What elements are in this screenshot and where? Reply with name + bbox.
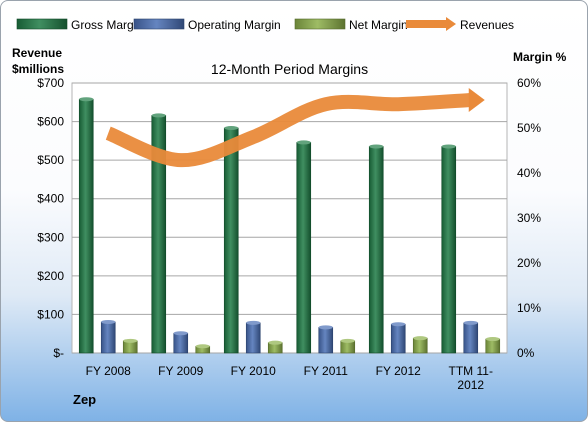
y-left-tick-label: $400 <box>37 192 64 206</box>
chart-title: 12-Month Period Margins <box>211 61 368 77</box>
legend-swatch-net-margin <box>294 18 346 30</box>
bar-top <box>391 322 406 327</box>
bar-top <box>224 126 239 130</box>
bar-top <box>296 140 311 145</box>
y-right-tick-label: 30% <box>517 211 541 225</box>
legend-label: Revenues <box>460 18 514 32</box>
bar-top <box>369 144 384 149</box>
bar-operating-margin <box>100 321 116 354</box>
bar-top <box>79 97 94 102</box>
y-left-tick-label: $- <box>53 346 64 360</box>
bar-top <box>246 320 261 325</box>
bar-gross-margin <box>296 142 312 354</box>
y-right-tick-label: 40% <box>517 166 541 180</box>
bar-top <box>413 336 428 341</box>
y-right-axis-title: Margin % <box>513 50 567 64</box>
legend-arrowhead <box>446 17 456 31</box>
y-right-tick-label: 20% <box>517 256 541 270</box>
y-right-tick-label: 10% <box>517 301 541 315</box>
x-tick-label: FY 2009 <box>158 364 203 378</box>
bar-net-margin <box>485 338 501 354</box>
chart-footer-label: Zep <box>73 392 96 407</box>
bar-top <box>123 338 138 343</box>
x-tick-label: FY 2010 <box>231 364 276 378</box>
bar-operating-margin <box>318 327 334 354</box>
bar-operating-margin <box>390 323 406 354</box>
y-right-tick-label: 60% <box>517 76 541 90</box>
y-right-tick-label: 0% <box>517 346 535 360</box>
bar-top <box>485 337 500 342</box>
bar-top <box>151 113 166 118</box>
legend-label: Operating Margin <box>188 18 281 32</box>
bar-top <box>441 144 456 149</box>
bar-operating-margin <box>245 322 261 354</box>
revenue-arrowhead <box>468 87 485 112</box>
legend-label: Gross Margin <box>71 18 143 32</box>
legend-label: Net Margin <box>349 18 408 32</box>
y-left-tick-label: $700 <box>37 76 64 90</box>
y-left-axis-title: $millions <box>12 62 64 76</box>
y-left-tick-label: $600 <box>37 115 64 129</box>
bar-top <box>101 319 116 324</box>
x-tick-label: TTM 11-2012 <box>449 364 493 392</box>
bar-net-margin <box>412 337 428 354</box>
x-tick-label: FY 2008 <box>86 364 131 378</box>
revenue-line <box>105 92 472 168</box>
y-left-tick-label: $300 <box>37 230 64 244</box>
bar-top <box>173 331 188 336</box>
x-tick-label: FY 2011 <box>304 364 349 378</box>
plot-area <box>71 82 508 354</box>
x-tick-label: FY 2012 <box>376 364 421 378</box>
bar-top <box>463 320 478 325</box>
y-right-tick-label: 50% <box>517 121 541 135</box>
y-left-tick-label: $500 <box>37 153 64 167</box>
bar-top <box>340 338 355 343</box>
bar-top <box>195 344 210 349</box>
bar-operating-margin <box>173 332 189 354</box>
legend-swatch-operating-margin <box>133 18 185 30</box>
bar-gross-margin <box>441 146 457 354</box>
bar-operating-margin <box>463 322 479 354</box>
bar-gross-margin <box>368 146 384 354</box>
bar-top <box>318 325 333 330</box>
y-left-tick-label: $200 <box>37 269 64 283</box>
legend-swatch-gross-margin <box>16 18 68 30</box>
bar-top <box>268 340 283 345</box>
y-left-tick-label: $100 <box>37 307 64 321</box>
bar-gross-margin <box>78 98 94 354</box>
bar-gross-margin <box>223 127 239 354</box>
y-left-axis-title: Revenue <box>12 46 62 60</box>
